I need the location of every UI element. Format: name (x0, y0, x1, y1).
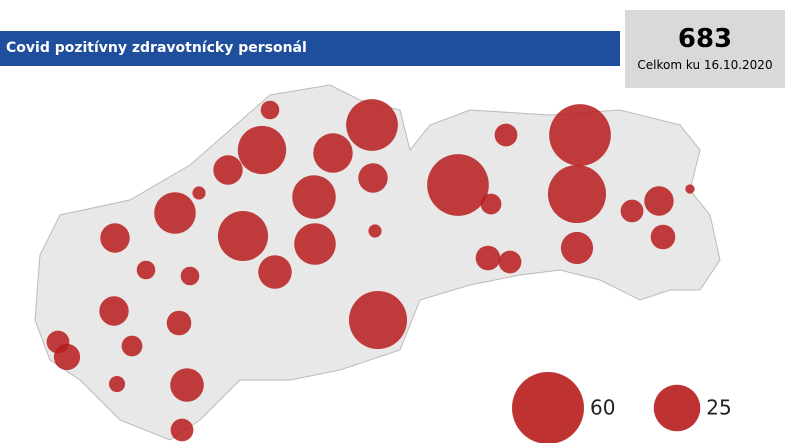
bubble (213, 155, 243, 185)
bubble (494, 123, 518, 147)
bubble (170, 368, 204, 402)
bubble (294, 223, 336, 265)
bubble (650, 224, 676, 250)
title-bar: Covid pozitívny zdravotnícky personál (0, 31, 620, 66)
bubble (685, 184, 695, 194)
bubble (560, 231, 594, 265)
bubble (480, 193, 502, 215)
bubble (644, 186, 674, 216)
bubble (620, 199, 644, 223)
bubble (475, 245, 501, 271)
legend-bubble (511, 371, 585, 443)
bubble (121, 335, 143, 357)
bubble (154, 192, 196, 234)
total-value: 683 (677, 24, 733, 54)
bubble (170, 418, 194, 442)
bubble (260, 100, 280, 120)
bubble (217, 210, 269, 262)
legend-label: 60 (590, 396, 615, 420)
bubble (237, 125, 287, 175)
bubble (100, 223, 130, 253)
total-label: Celkom ku 16.10.2020 (637, 58, 773, 72)
bubble (498, 250, 522, 274)
bubble (258, 255, 292, 289)
bubble (292, 175, 336, 219)
legend-bubble (653, 384, 701, 432)
bubble (192, 186, 206, 200)
country-outline (34, 84, 721, 441)
bubble (166, 310, 192, 336)
bubble (108, 375, 126, 393)
bubble (547, 164, 607, 224)
bubble (549, 104, 611, 166)
bubble (348, 290, 408, 350)
bubble (368, 224, 382, 238)
bubble (99, 296, 129, 326)
bubble (346, 99, 398, 151)
bubble (358, 163, 388, 193)
bubble (180, 266, 200, 286)
legend-label: 25 (706, 396, 731, 420)
bubble (136, 260, 156, 280)
bubble (53, 343, 81, 371)
total-box: 683 Celkom ku 16.10.2020 (625, 10, 785, 88)
bubble (313, 133, 353, 173)
bubble (427, 154, 489, 216)
